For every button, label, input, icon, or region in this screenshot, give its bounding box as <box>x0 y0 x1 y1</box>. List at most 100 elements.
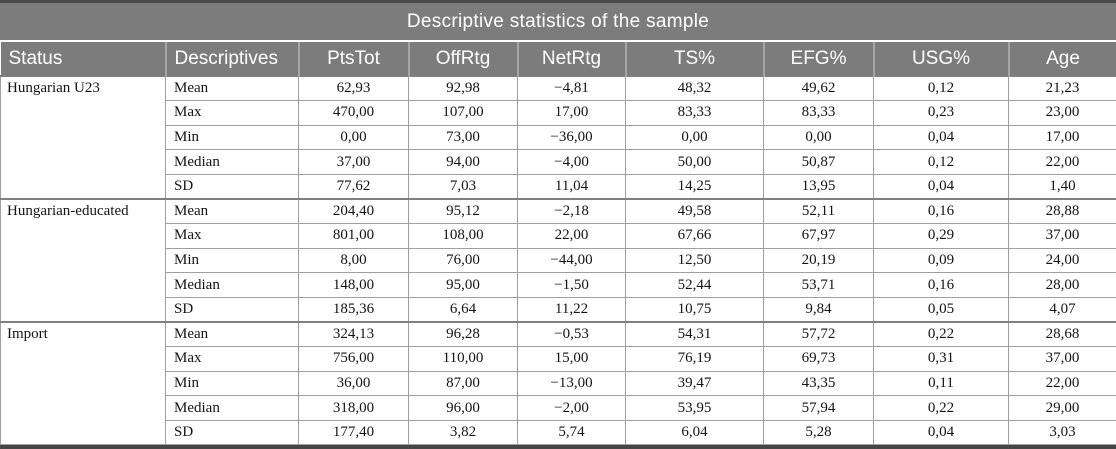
descriptive-label-cell: Median <box>165 395 299 421</box>
table-row: Min 0,00 73,00 −36,00 0,00 0,00 0,04 17,00 <box>1 124 1116 151</box>
descriptive-label-cell: Max <box>165 346 299 372</box>
table-row: SD 177,40 3,82 5,74 6,04 5,28 0,04 3,03 <box>1 419 1116 445</box>
header-row: Status Descriptives PtsTot OffRtg NetRtg TS% E… <box>0 42 1116 76</box>
value-cell: 5,74 <box>517 419 626 445</box>
value-cell: −13,00 <box>517 370 626 397</box>
value-cell: 49,62 <box>763 75 874 102</box>
descriptive-label-cell: Min <box>165 124 299 151</box>
value-cell: 87,00 <box>408 370 518 397</box>
value-cell: 53,95 <box>625 395 764 421</box>
value-cell: 0,23 <box>873 100 1009 126</box>
column-header-netrtg: NetRtg <box>516 42 626 76</box>
table-body: Hungarian U23 Mean 62,93 92,98 −4,81 48,32 49,… <box>0 75 1116 445</box>
value-cell: 20,19 <box>763 247 874 274</box>
value-cell: 15,00 <box>517 346 626 372</box>
value-cell: 52,44 <box>625 272 764 298</box>
table-title: Descriptive statistics of the sample <box>0 3 1116 40</box>
value-cell: 14,25 <box>625 173 764 200</box>
value-cell: 62,93 <box>298 75 409 102</box>
value-cell: 318,00 <box>298 395 409 421</box>
descriptive-label-cell: Median <box>165 272 299 298</box>
table-row: Median 37,00 94,00 −4,00 50,00 50,87 0,12 22,00 <box>1 149 1116 175</box>
value-cell: 22,00 <box>1008 370 1116 397</box>
descriptive-label-cell: Mean <box>165 197 299 225</box>
table-row: Min 8,00 76,00 −44,00 12,50 20,19 0,09 24,00 <box>1 247 1116 274</box>
table-row: Median 318,00 96,00 −2,00 53,95 57,94 0,22 29,0… <box>1 395 1116 421</box>
value-cell: 83,33 <box>625 100 764 126</box>
value-cell: −4,81 <box>517 75 626 102</box>
value-cell: 0,22 <box>873 320 1009 348</box>
value-cell: 6,64 <box>408 296 518 323</box>
value-cell: 0,29 <box>873 223 1009 249</box>
table-row: Import Mean 324,13 96,28 −0,53 54,31 57,72 0,22… <box>0 320 1116 445</box>
value-cell: 185,36 <box>298 296 409 323</box>
status-cell: Hungarian U23 <box>0 75 166 200</box>
value-cell: 7,03 <box>408 173 518 200</box>
value-cell: 0,00 <box>625 124 764 151</box>
value-cell: 11,04 <box>517 173 626 200</box>
value-cell: 470,00 <box>298 100 409 126</box>
value-cell: 48,32 <box>625 75 764 102</box>
value-cell: −4,00 <box>517 149 626 175</box>
value-cell: −36,00 <box>517 124 626 151</box>
value-cell: 8,00 <box>298 247 409 274</box>
value-cell: −2,18 <box>517 197 626 225</box>
value-cell: 11,22 <box>517 296 626 323</box>
value-cell: 50,00 <box>625 149 764 175</box>
value-cell: −0,53 <box>517 320 626 348</box>
table-row: SD 185,36 6,64 11,22 10,75 9,84 0,05 4,07 <box>1 296 1116 323</box>
value-cell: 28,68 <box>1008 320 1116 348</box>
value-cell: 53,71 <box>763 272 874 298</box>
value-cell: 0,31 <box>873 346 1009 372</box>
column-header-descriptives: Descriptives <box>164 42 299 76</box>
value-cell: 204,40 <box>298 197 409 225</box>
value-cell: 12,50 <box>625 247 764 274</box>
value-cell: 3,03 <box>1008 419 1116 445</box>
table-header: Status Descriptives PtsTot OffRtg NetRtg TS% E… <box>0 42 1116 76</box>
value-cell: 43,35 <box>763 370 874 397</box>
value-cell: 96,28 <box>408 320 518 348</box>
value-cell: −44,00 <box>517 247 626 274</box>
value-cell: 110,00 <box>408 346 518 372</box>
value-cell: 37,00 <box>298 149 409 175</box>
table-row: Median 148,00 95,00 −1,50 52,44 53,71 0,16 28,0… <box>1 272 1116 298</box>
column-header-ts-: TS% <box>624 42 764 76</box>
value-cell: 67,97 <box>763 223 874 249</box>
value-cell: 39,47 <box>625 370 764 397</box>
table-row: SD 77,62 7,03 11,04 14,25 13,95 0,04 1,40 <box>1 173 1116 200</box>
status-cell: Hungarian-educated <box>0 197 166 323</box>
value-cell: 95,00 <box>408 272 518 298</box>
value-cell: 22,00 <box>1008 149 1116 175</box>
table-row: Hungarian-educated Mean 204,40 95,12 −2,18 49… <box>0 197 1116 323</box>
column-header-status: Status <box>0 42 166 76</box>
descriptive-label-cell: Median <box>165 149 299 175</box>
value-cell: 0,16 <box>873 272 1009 298</box>
value-cell: 756,00 <box>298 346 409 372</box>
value-cell: 28,00 <box>1008 272 1116 298</box>
value-cell: 22,00 <box>517 223 626 249</box>
value-cell: 73,00 <box>408 124 518 151</box>
descriptive-label-cell: Max <box>165 100 299 126</box>
value-cell: 0,11 <box>873 370 1009 397</box>
value-cell: 29,00 <box>1008 395 1116 421</box>
value-cell: 49,58 <box>625 197 764 225</box>
value-cell: 324,13 <box>298 320 409 348</box>
value-cell: 36,00 <box>298 370 409 397</box>
value-cell: 94,00 <box>408 149 518 175</box>
value-cell: 67,66 <box>625 223 764 249</box>
value-cell: 148,00 <box>298 272 409 298</box>
value-cell: 0,22 <box>873 395 1009 421</box>
column-header-usg-: USG% <box>872 42 1009 76</box>
descriptive-label-cell: Min <box>165 247 299 274</box>
value-cell: 4,07 <box>1008 296 1116 323</box>
column-header-offrtg: OffRtg <box>407 42 518 76</box>
value-cell: 0,00 <box>298 124 409 151</box>
value-cell: 0,00 <box>763 124 874 151</box>
descriptive-label-cell: SD <box>165 419 299 445</box>
value-cell: 0,16 <box>873 197 1009 225</box>
column-header-ptstot: PtsTot <box>297 42 409 76</box>
descriptive-statistics-table: Status Descriptives PtsTot OffRtg NetRtg TS% E… <box>0 42 1116 445</box>
value-cell: 6,04 <box>625 419 764 445</box>
value-cell: 107,00 <box>408 100 518 126</box>
